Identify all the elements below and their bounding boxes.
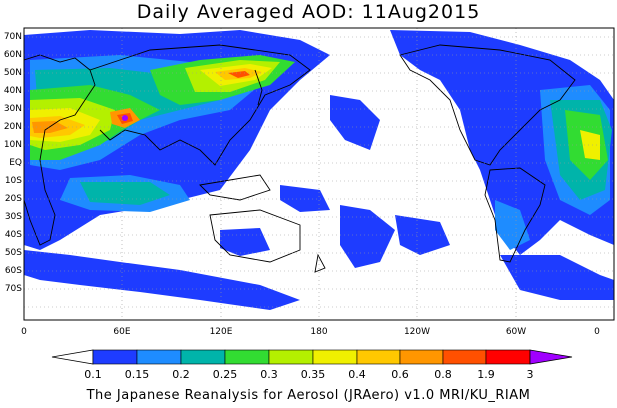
colorbar-low-triangle (51, 349, 94, 365)
colorbar-high-triangle (529, 349, 573, 365)
lat-label: 70N (3, 32, 22, 42)
colorbar (51, 349, 573, 365)
lat-label: 50N (3, 68, 22, 78)
lon-label: 60E (113, 327, 131, 337)
colorbar-tick: 0.4 (348, 368, 366, 381)
colorbar-tick: 0.1 (84, 368, 102, 381)
lon-label: 120E (209, 327, 233, 337)
colorbar-tick: 3 (526, 368, 534, 381)
colorbar-tick: 0.6 (391, 368, 409, 381)
lon-label: 180 (310, 327, 328, 337)
colorbar-tick: 0.2 (172, 368, 190, 381)
lon-label: 0 (21, 327, 27, 337)
colorbar-tick: 0.3 (260, 368, 278, 381)
lat-label: 50S (4, 248, 22, 258)
map-title: Daily Averaged AOD: 11Aug2015 (136, 1, 481, 23)
credit-line: The Japanese Reanalysis for Aerosol (JRA… (86, 388, 531, 403)
lat-label: EQ (9, 158, 22, 168)
lat-label: 10N (3, 140, 22, 150)
lat-label: 40S (4, 230, 22, 240)
colorbar-tick: 0.15 (124, 368, 150, 381)
colorbar-tick: 1.9 (477, 368, 495, 381)
lat-label: 10S (4, 176, 22, 186)
aod-field (24, 30, 614, 310)
lat-label: 60S (4, 266, 22, 276)
lon-label: 60W (505, 327, 527, 337)
colorbar-tick: 0.35 (300, 368, 326, 381)
lat-label: 20S (4, 194, 22, 204)
lat-label: 30N (3, 104, 22, 114)
lat-label: 60N (3, 50, 22, 60)
lat-label: 40N (3, 86, 22, 96)
colorbar-tick: 0.25 (212, 368, 238, 381)
lat-label: 30S (4, 212, 22, 222)
lat-label: 20N (3, 122, 22, 132)
coastlines (24, 44, 576, 273)
lon-label: 120W (403, 327, 431, 337)
lon-label: 0 (594, 327, 600, 337)
colorbar-tick: 0.8 (434, 368, 452, 381)
map-frame (23, 27, 615, 321)
gridlines (24, 28, 614, 320)
lat-label: 70S (4, 284, 22, 294)
